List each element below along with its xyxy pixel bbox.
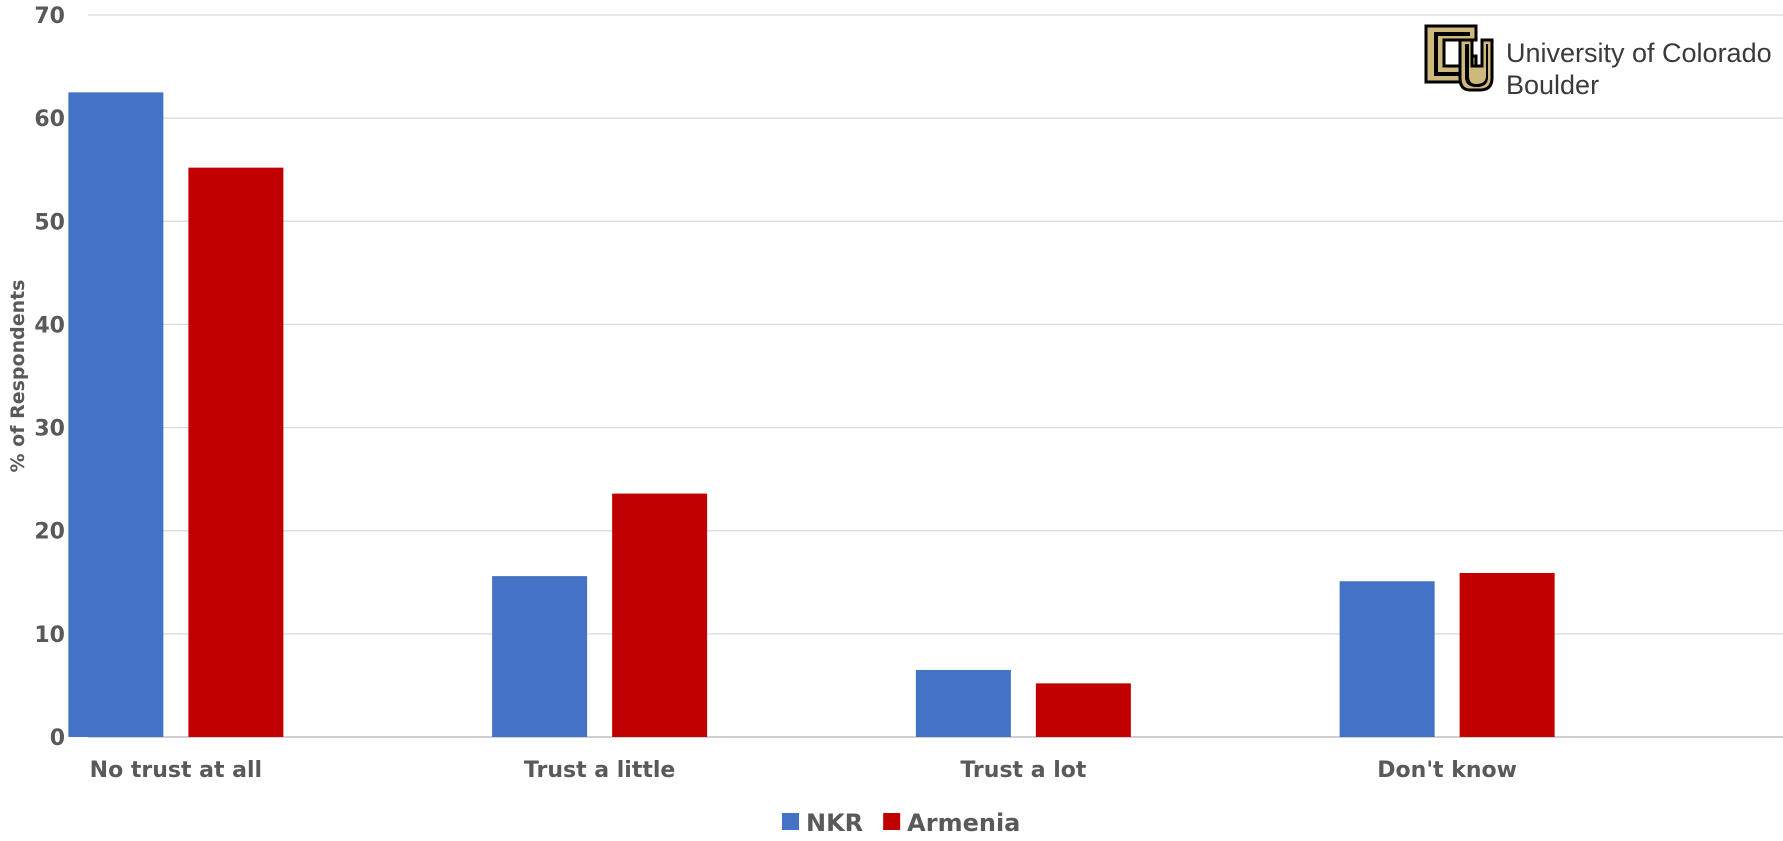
cu-emblem-icon: [1424, 24, 1494, 92]
bar-nkr-0: [68, 92, 164, 738]
bar-nkr-2: [915, 669, 1011, 737]
y-axis-label: % of Respondents: [7, 280, 29, 473]
bar-armenia-1: [612, 493, 708, 737]
legend-label-nkr: NKR: [806, 809, 863, 837]
bar-nkr-1: [492, 576, 588, 737]
y-tick-label: 10: [34, 623, 65, 648]
legend-swatch-nkr: [782, 813, 799, 830]
y-tick-label: 0: [50, 726, 65, 751]
logo-line-1: University of Colorado: [1506, 38, 1772, 68]
category-label: Trust a little: [524, 758, 675, 783]
bars: [68, 92, 1555, 738]
y-tick-label: 20: [34, 520, 65, 545]
bar-nkr-3: [1339, 581, 1435, 737]
y-axis-ticks: 0 10 20 30 40 50 60 70: [34, 4, 65, 751]
bar-armenia-3: [1459, 573, 1555, 737]
legend-swatch-armenia: [883, 813, 901, 830]
category-label: Trust a lot: [960, 758, 1087, 783]
y-tick-label: 40: [34, 313, 65, 338]
y-tick-label: 70: [34, 4, 65, 29]
category-label: Don't know: [1377, 758, 1517, 783]
y-tick-label: 50: [34, 210, 65, 235]
category-labels: No trust at all Trust a little Trust a lot…: [90, 758, 1517, 783]
bar-armenia-0: [188, 167, 284, 737]
y-tick-label: 30: [34, 417, 65, 442]
logo-line-2: Boulder: [1506, 70, 1599, 100]
category-label: No trust at all: [90, 758, 262, 783]
legend: NKR Armenia: [782, 809, 1020, 837]
legend-label-armenia: Armenia: [907, 809, 1020, 837]
y-tick-label: 60: [34, 107, 65, 132]
bar-armenia-2: [1035, 683, 1131, 737]
university-logo: University of Colorado Boulder: [1424, 24, 1772, 100]
